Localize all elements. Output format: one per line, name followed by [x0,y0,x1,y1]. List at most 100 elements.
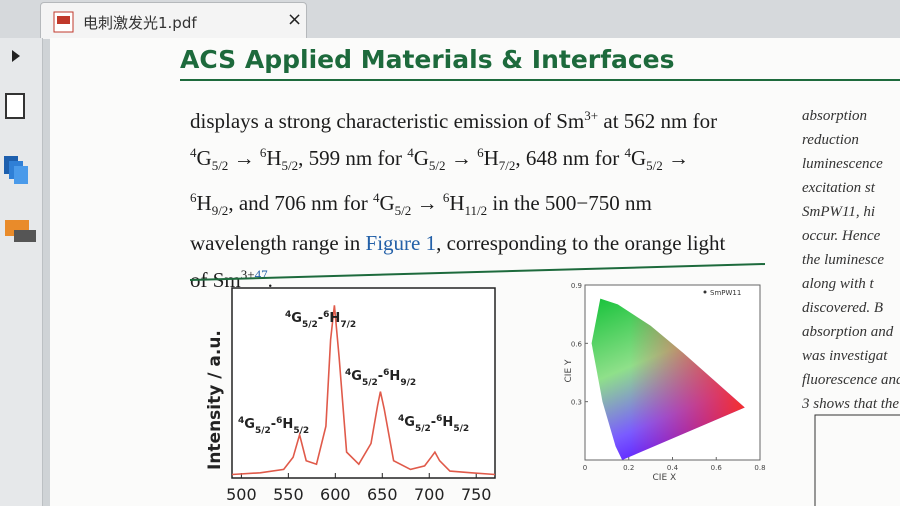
text-run: H [483,146,499,170]
annotation-run: G [404,415,415,430]
annotation-run: G [244,417,255,432]
text-line: was investigat [802,348,888,364]
text-run: wavelength range in [190,231,366,256]
text-line: occur. Hence [802,228,881,244]
text-run: 6 [190,190,197,206]
text-run: G [196,146,212,170]
peak-annotation: 4G5/2-6H5/2 [398,414,469,434]
sidebar [0,38,43,506]
annotation-run: 5/2 [415,424,431,434]
text-run: 5/2 [211,158,229,174]
spectrum-line [231,305,496,476]
text-run: 6 [442,190,450,206]
text-line: along with t [802,276,874,292]
text-run: . [267,268,273,293]
reference-link: Figure 1 [365,231,437,256]
text-run: H [266,146,282,170]
text-run: 4 [190,145,197,160]
text-run: at 562 nm for [598,109,718,133]
x-tick-label: 600 [320,485,351,504]
annotation-run: 6 [323,310,329,320]
text-run: → [445,146,478,170]
annotation-run: 6 [276,416,282,426]
text-run: 4 [372,190,380,206]
annotation-run: 5/2 [255,426,271,436]
x-tick-label: 0 [583,464,587,472]
sidebar-icons [4,50,36,242]
x-tick-label: 500 [226,485,257,504]
text-run: 3+ [584,108,599,123]
y-axis-label: CIE Y [564,359,574,382]
text-line: SmPW11, hi [802,204,876,220]
text-run: 4 [407,145,414,160]
legend-label: SmPW11 [710,289,741,297]
text-run: 5/2 [394,203,412,219]
text-run: → [662,146,690,170]
text-run: in the 500−750 nm [487,191,652,216]
text-run: 7/2 [498,158,516,174]
annotation-run: - [318,311,323,326]
annotation-run: 7/2 [340,320,356,330]
text-line: displays a strong characteristic emissio… [190,100,725,137]
text-run: , corresponding to the orange light [436,231,726,256]
legend-marker [703,290,707,294]
peak-annotation: 4G5/2-6H9/2 [345,368,416,388]
x-tick-label: 750 [461,485,492,504]
annotation-run: - [378,369,383,384]
x-tick-label: 0.2 [623,464,634,472]
text-run: 6 [259,145,267,160]
x-tick-label: 0.8 [754,464,765,472]
tab[interactable]: 电刺激发光1.pdf × [40,2,307,39]
text-run: displays a strong characteristic emissio… [190,109,585,133]
figure-rule [189,263,766,281]
text-run: G [379,191,395,216]
text-line: discovered. B [802,300,884,316]
plot-frame [231,287,496,479]
y-tick-label: 0.9 [571,282,582,290]
text-run: → [228,146,260,170]
text-line: fluorescence and [802,372,900,388]
text-line: 4G5/2 → 6H5/2, 599 nm for 4G5/2 → 6H7/2,… [190,137,725,182]
annotation-run: H [442,415,453,430]
journal-header: ACS Applied Materials & Interfaces [180,45,675,74]
annotation-run: G [351,369,362,384]
text-line: excitation st [802,180,875,196]
text-run: 4 [624,145,631,160]
peak-annotation: 4G5/2-6H5/2 [238,416,309,436]
annotation-run: H [282,417,293,432]
annotation-run: H [329,311,340,326]
text-run: 5/2 [281,158,299,174]
annotation-run: 5/2 [293,426,309,436]
annotation-run: 5/2 [302,320,318,330]
cie-gamut-red [591,298,745,460]
text-run: H [196,191,212,216]
text-line: reduction [802,132,859,148]
annotation-run: 5/2 [362,378,378,388]
body-paragraph: displays a strong characteristic emissio… [190,100,725,296]
x-tick-label: 650 [367,485,398,504]
text-run: 6 [477,145,484,160]
annotation-run: - [431,415,436,430]
x-tick-label: 0.6 [711,464,723,472]
annotation-run: 4 [345,368,351,378]
text-run: G [413,146,429,170]
text-run: 5/2 [646,158,663,174]
text-run: 9/2 [211,203,229,219]
tab-bar: 电刺激发光1.pdf × [0,0,900,39]
text-run: G [630,146,647,170]
annotation-run: 4 [398,414,404,424]
annotation-run: 4 [238,416,244,426]
x-tick-label: 550 [273,485,304,504]
right-column: absorption reduction luminescence excitatio… [802,104,900,416]
y-tick-label: 0.3 [571,399,582,407]
text-run: , 599 nm for [298,146,408,170]
text-line: 3 shows that the [802,396,900,412]
annotation-run: H [389,369,400,384]
close-button[interactable]: × [287,9,303,30]
text-line: absorption and [802,324,894,340]
annotation-run: G [291,311,302,326]
text-line: the luminesce [802,252,885,268]
text-run: 11/2 [464,203,488,219]
